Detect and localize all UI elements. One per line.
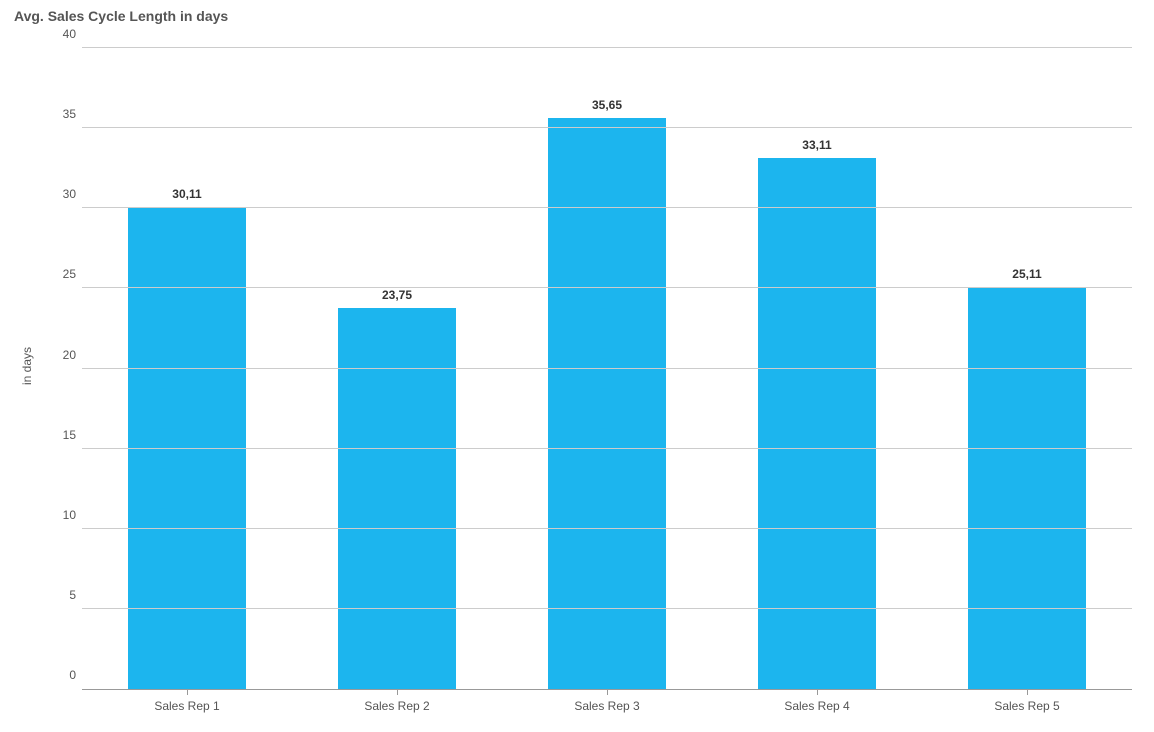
- gridline: [82, 47, 1132, 48]
- y-tick-label: 40: [48, 27, 76, 41]
- x-tick-label: Sales Rep 4: [712, 689, 922, 713]
- y-axis-label: in days: [20, 347, 34, 385]
- x-tick-label: Sales Rep 2: [292, 689, 502, 713]
- bars-layer: 30,11 23,75 35,65 33,11 25,11: [82, 48, 1132, 689]
- x-tick-mark: [817, 689, 818, 695]
- chart-container: Avg. Sales Cycle Length in days in days …: [0, 0, 1154, 732]
- x-tick-mark: [1027, 689, 1028, 695]
- gridline: [82, 608, 1132, 609]
- gridline: [82, 448, 1132, 449]
- x-tick-mark: [607, 689, 608, 695]
- gridline: [82, 127, 1132, 128]
- x-tick-mark: [397, 689, 398, 695]
- y-tick-label: 25: [48, 267, 76, 281]
- bar-value-label: 23,75: [338, 288, 456, 302]
- x-tick-label: Sales Rep 5: [922, 689, 1132, 713]
- y-tick-label: 15: [48, 428, 76, 442]
- plot-area: 30,1123,7535,6533,1125,11 05101520253035…: [82, 48, 1132, 690]
- x-tick-label: Sales Rep 1: [82, 689, 292, 713]
- bar-value-label: 35,65: [548, 98, 666, 112]
- y-tick-label: 30: [48, 187, 76, 201]
- gridline: [82, 287, 1132, 288]
- bar: 25,11: [968, 287, 1086, 689]
- x-tick-mark: [187, 689, 188, 695]
- x-tick-label: Sales Rep 3: [502, 689, 712, 713]
- bar-value-label: 25,11: [968, 267, 1086, 281]
- gridline: [82, 207, 1132, 208]
- y-tick-label: 10: [48, 508, 76, 522]
- y-tick-label: 35: [48, 107, 76, 121]
- y-tick-label: 20: [48, 348, 76, 362]
- bar-value-label: 30,11: [128, 187, 246, 201]
- y-tick-label: 5: [48, 588, 76, 602]
- bar-value-label: 33,11: [758, 138, 876, 152]
- y-tick-label: 0: [48, 668, 76, 682]
- bar: 33,11: [758, 158, 876, 689]
- gridline: [82, 368, 1132, 369]
- chart-title: Avg. Sales Cycle Length in days: [14, 8, 228, 24]
- gridline: [82, 528, 1132, 529]
- bar: 23,75: [338, 308, 456, 689]
- bar: 35,65: [548, 118, 666, 689]
